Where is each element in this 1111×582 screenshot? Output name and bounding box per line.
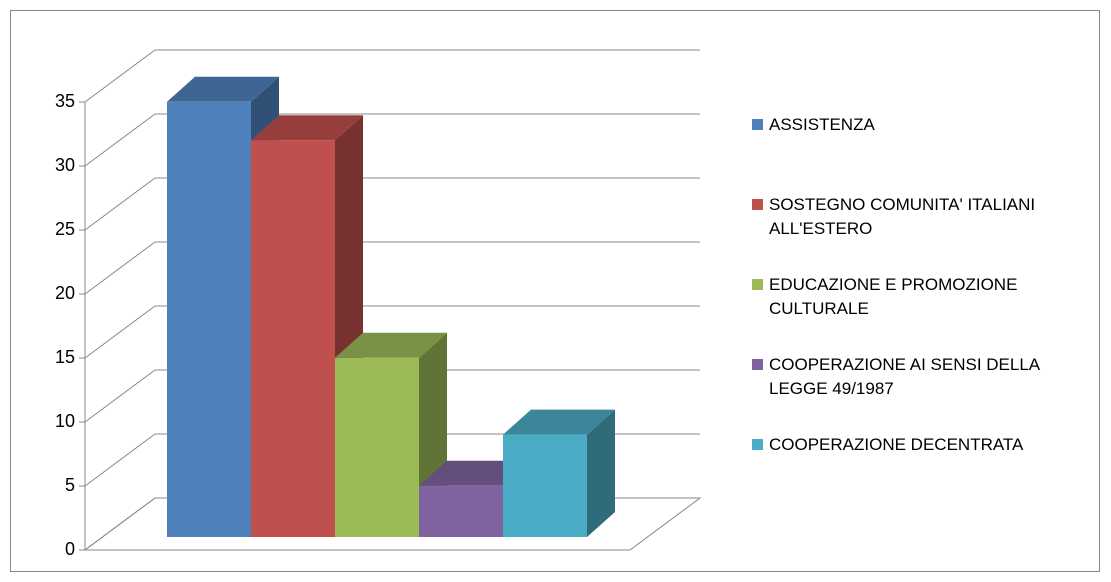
grid-line [84, 241, 156, 295]
grid-line [84, 433, 156, 487]
y-tick-label: 25 [55, 219, 75, 239]
legend-swatch [752, 359, 763, 370]
legend-swatch [752, 439, 763, 450]
legend-swatch [752, 119, 763, 130]
bar [503, 434, 587, 537]
legend-label: SOSTEGNO COMUNITA' ITALIANI ALL'ESTERO [769, 195, 1036, 238]
grid-line [84, 369, 156, 423]
bar [167, 101, 251, 538]
grid-line [84, 497, 156, 551]
y-tick-label: 35 [55, 91, 75, 111]
legend-label: ASSISTENZA [769, 115, 875, 134]
bar-top [335, 332, 447, 358]
legend-swatch [752, 279, 763, 290]
legend-label: COOPERAZIONE DECENTRATA [769, 435, 1024, 454]
y-tick-label: 0 [65, 539, 75, 559]
legend-item: SOSTEGNO COMUNITA' ITALIANI ALL'ESTERO [750, 193, 1059, 241]
legend-label: COOPERAZIONE AI SENSI DELLA LEGGE 49/198… [769, 355, 1040, 398]
bar [335, 357, 419, 537]
y-tick-label: 15 [55, 347, 75, 367]
legend-item: COOPERAZIONE DECENTRATA [750, 433, 1059, 457]
legend-swatch [752, 199, 763, 210]
bar-top [503, 409, 615, 435]
bar-top [251, 115, 363, 141]
legend-item: ASSISTENZA [750, 113, 1059, 137]
legend-item: EDUCAZIONE E PROMOZIONE CULTURALE [750, 273, 1059, 321]
chart-border [10, 10, 1100, 572]
grid-line [84, 177, 156, 231]
bar-top [167, 76, 279, 102]
y-tick-label: 20 [55, 283, 75, 303]
legend-item: COOPERAZIONE AI SENSI DELLA LEGGE 49/198… [750, 353, 1059, 401]
legend-label: EDUCAZIONE E PROMOZIONE CULTURALE [769, 275, 1018, 318]
grid-line [84, 113, 156, 167]
y-tick-label: 5 [65, 475, 75, 495]
grid-line [84, 49, 156, 103]
bar [419, 485, 503, 537]
bar [251, 140, 335, 537]
y-tick-label: 10 [55, 411, 75, 431]
bar-side [587, 409, 615, 537]
grid-line [84, 305, 156, 359]
y-tick-label: 30 [55, 155, 75, 175]
